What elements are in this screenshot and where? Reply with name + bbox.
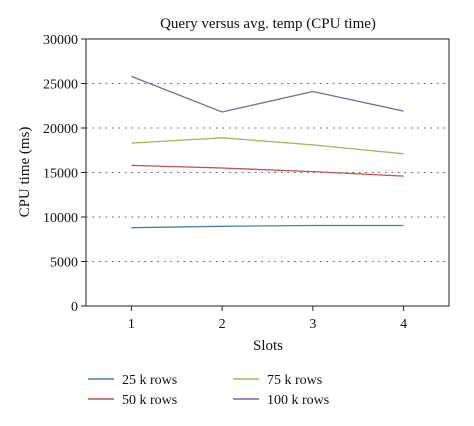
y-tick-label: 0 [71,300,78,315]
x-tick-label: 4 [400,317,407,332]
y-tick-label: 30000 [43,33,78,48]
legend-label-1: 25 k rows [122,373,177,388]
legend-label-4: 100 k rows [267,393,329,408]
chart-title: Query versus avg. temp (CPU time) [160,16,376,32]
y-tick-label: 25000 [43,78,78,93]
x-tick-label: 1 [128,317,135,332]
y-tick-label: 15000 [43,167,78,182]
x-tick-label: 2 [219,317,226,332]
y-tick-label: 10000 [43,211,78,226]
series-line-2 [131,164,404,177]
legend-label-3: 75 k rows [267,373,322,388]
x-tick-label: 3 [309,317,316,332]
grid-layer [86,83,449,262]
y-tick-label: 5000 [50,256,78,271]
series-line-1 [131,224,404,229]
series-line-3 [131,137,404,155]
y-axis-ticks: 0 5000 10000 15000 20000 25000 30000 [43,33,86,315]
y-tick-label: 20000 [43,122,78,137]
series-line-4 [131,75,404,113]
y-axis-label: CPU time (ms) [17,127,33,218]
plot-frame [85,38,450,307]
x-axis-label: Slots [253,338,283,354]
x-axis-ticks: 1 2 3 4 [128,306,407,332]
series-layer [131,75,404,229]
legend: 25 k rows 50 k rows 75 k rows 100 k rows [88,373,329,408]
legend-label-2: 50 k rows [122,393,177,408]
